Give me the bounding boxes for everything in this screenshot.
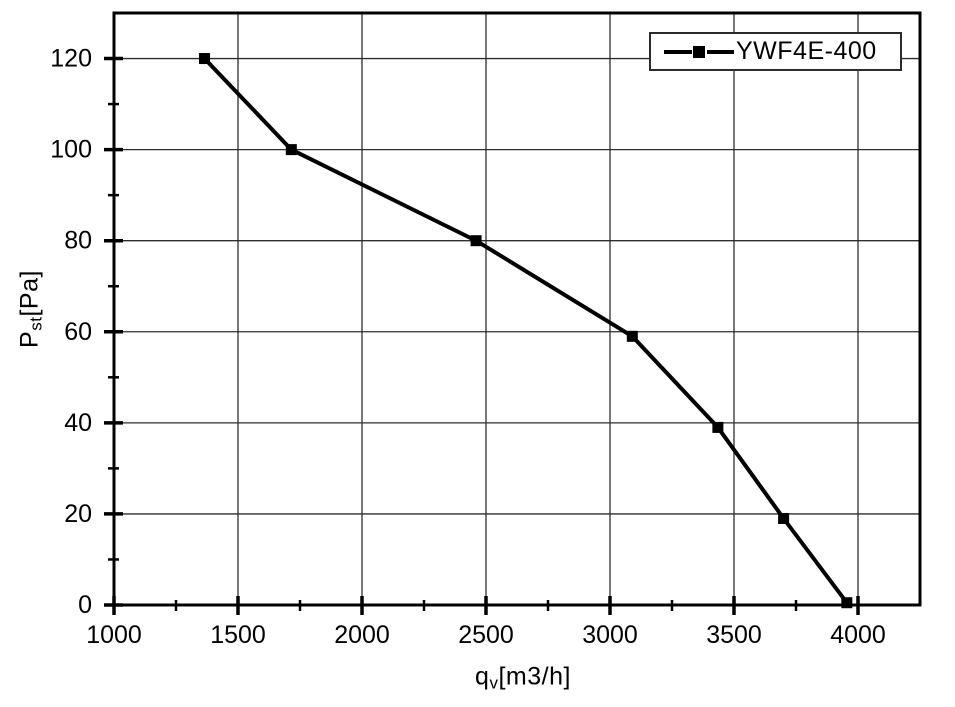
y-tick-label: 100 <box>50 136 92 164</box>
data-curve <box>203 57 849 604</box>
legend: YWF4E-400 <box>649 32 902 71</box>
legend-series-label: YWF4E-400 <box>736 37 877 65</box>
x-tick-label: 1500 <box>210 621 266 649</box>
x-tick-label: 2500 <box>458 621 514 649</box>
data-point-marker <box>285 144 297 156</box>
y-axis-label-subscript: st <box>26 316 46 331</box>
x-tick-label: 1000 <box>86 621 142 649</box>
y-tick-label: 0 <box>78 591 92 619</box>
axes-frame <box>112 11 922 607</box>
x-tick-label: 2000 <box>334 621 390 649</box>
x-tick-label: 3000 <box>582 621 638 649</box>
legend-square-marker-icon <box>693 45 705 58</box>
x-tick-label: 4000 <box>830 621 886 649</box>
data-point-marker <box>712 421 724 433</box>
y-axis-label: Pst[Pa] <box>16 270 47 348</box>
x-axis-label-prefix: q <box>475 662 490 691</box>
x-axis-label: qv[m3/h] <box>475 663 571 694</box>
data-point-marker <box>626 330 638 342</box>
legend-line-marker-sample <box>664 45 734 58</box>
data-point-marker <box>199 53 211 65</box>
y-tick-label: 60 <box>64 318 92 346</box>
y-tick-label: 80 <box>64 227 92 255</box>
x-axis-label-unit: [m3/h] <box>498 662 571 691</box>
data-point-marker <box>778 512 790 524</box>
x-tick-label: 3500 <box>706 621 762 649</box>
y-tick-label: 40 <box>64 409 92 437</box>
y-tick-label: 20 <box>64 500 92 528</box>
x-axis-label-subscript: v <box>489 673 499 693</box>
y-axis-label-unit: [Pa] <box>15 270 44 317</box>
data-point-marker <box>470 235 482 247</box>
y-tick-label: 120 <box>50 45 92 73</box>
y-axis-label-prefix: P <box>15 330 44 348</box>
data-point-marker <box>841 597 853 609</box>
